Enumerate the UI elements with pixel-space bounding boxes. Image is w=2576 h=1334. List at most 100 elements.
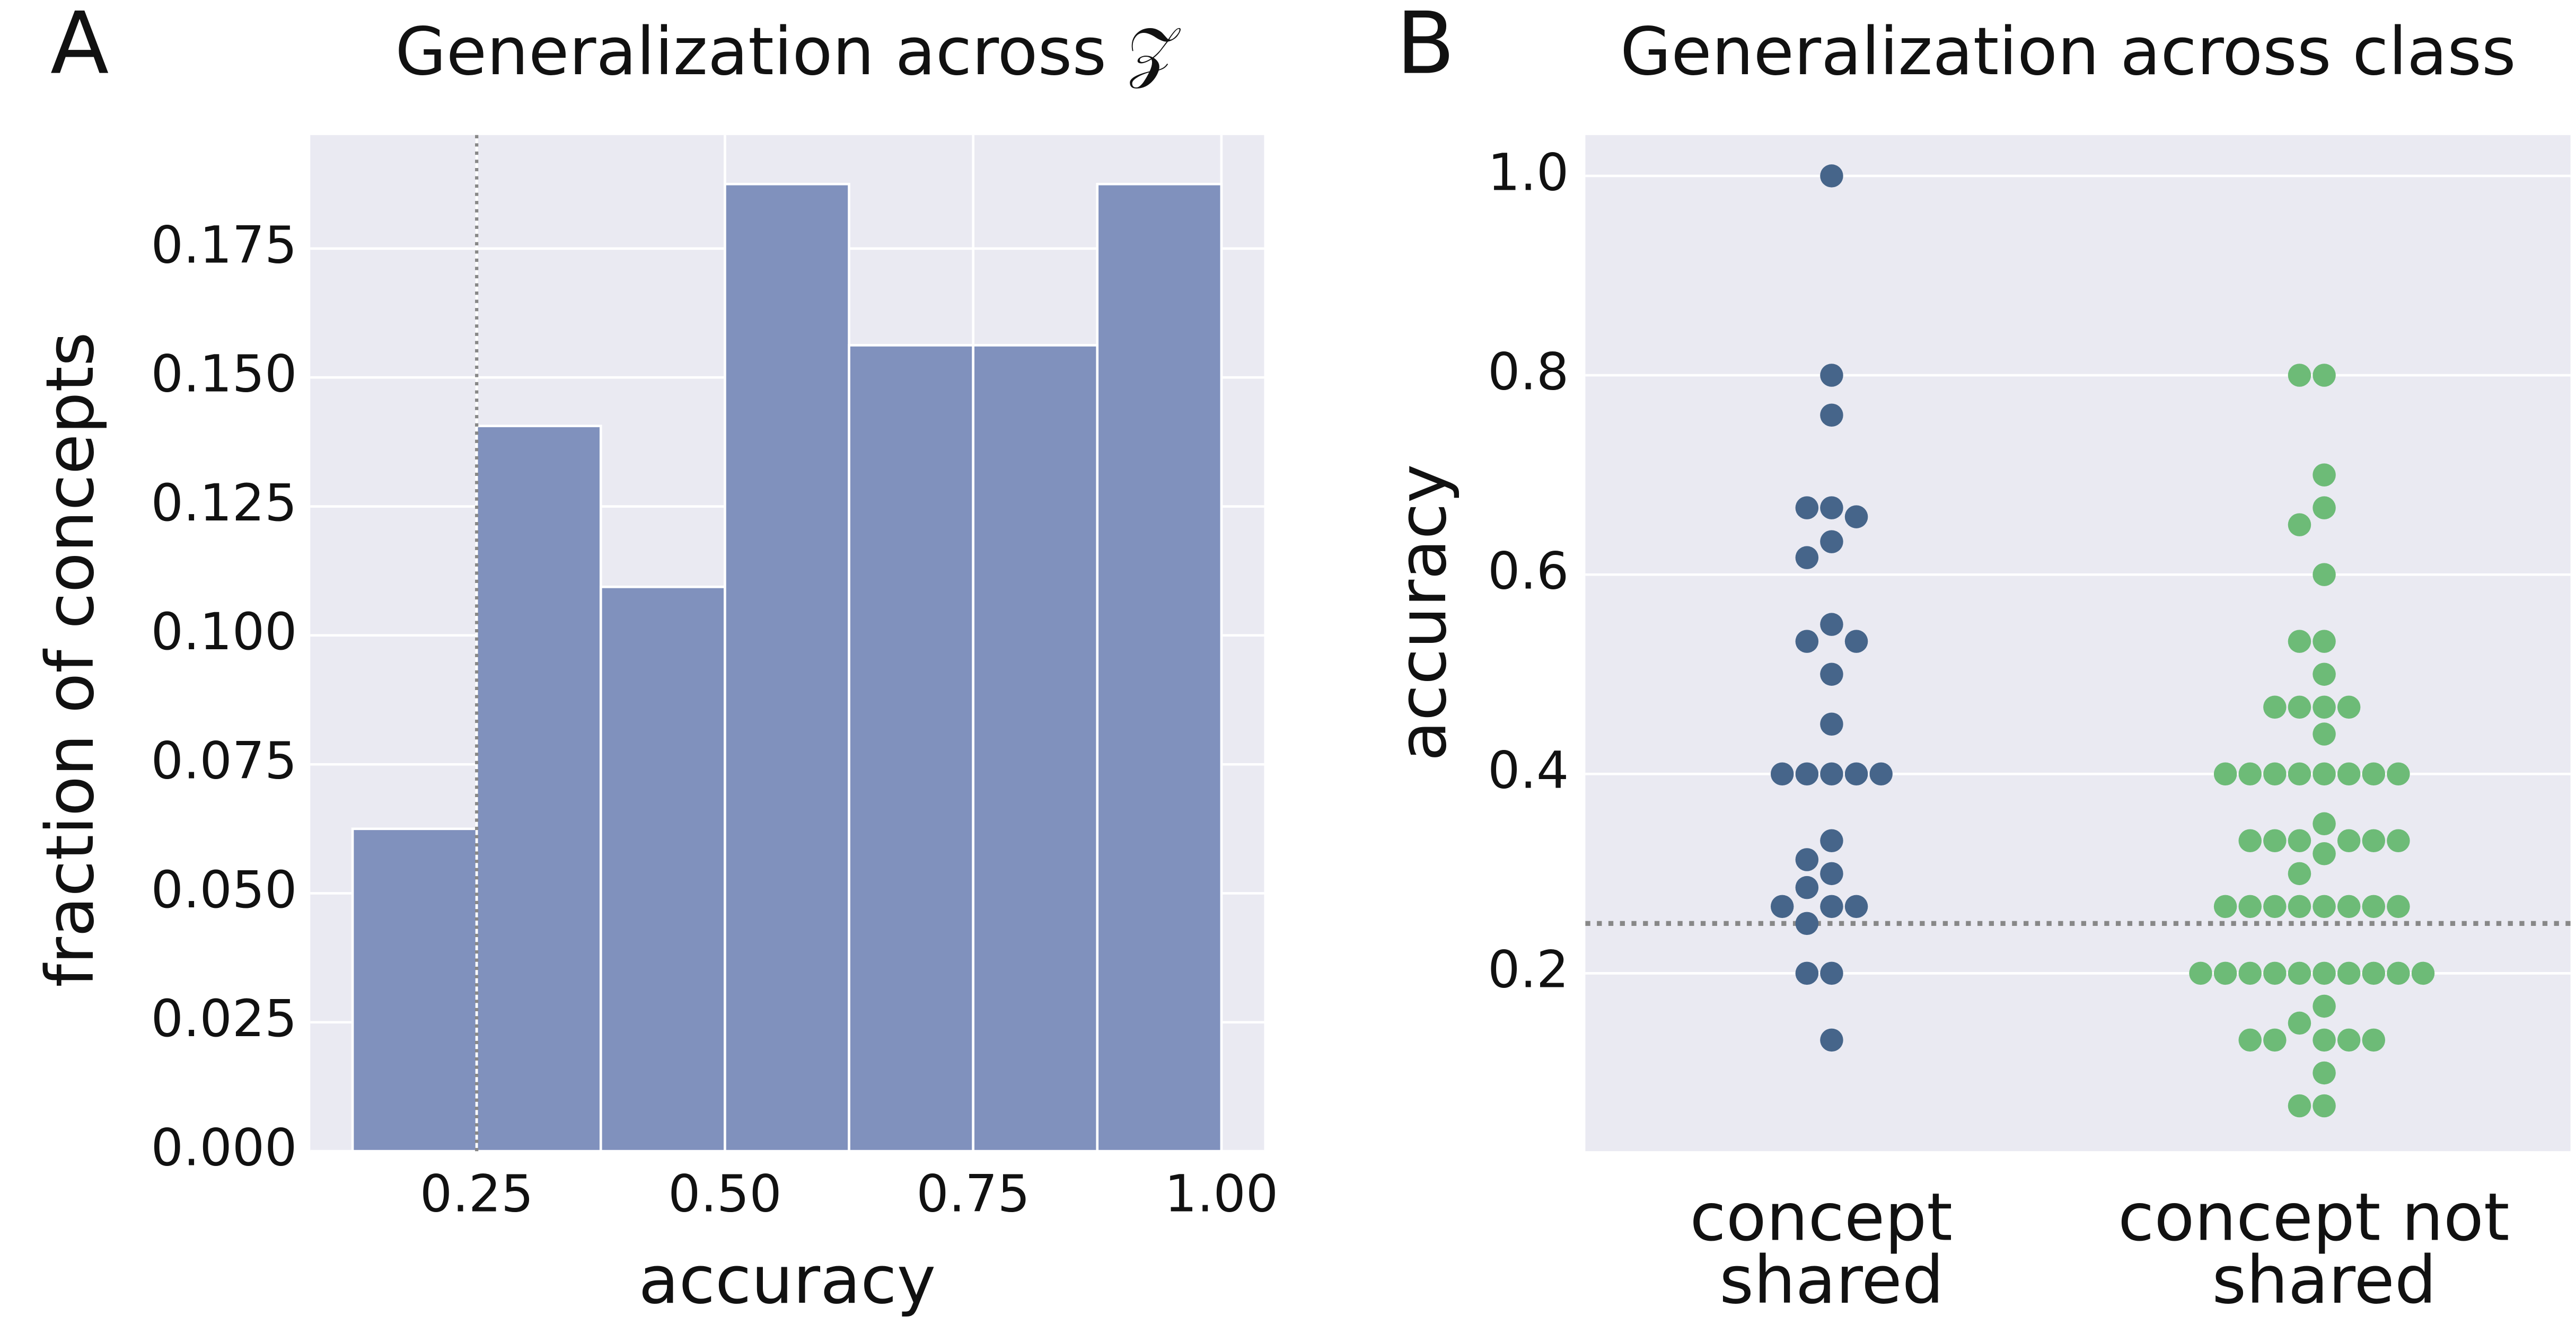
point [1820,403,1843,427]
point [2213,762,2237,786]
point [2263,961,2287,985]
bar [972,344,1099,1153]
y-tick-label: 0.000 [151,1118,297,1177]
point [1820,496,1843,519]
point [2362,1028,2386,1052]
y-tick-label: 0.175 [151,215,297,275]
point [2387,829,2410,853]
point [1844,505,1868,528]
point [2213,961,2237,985]
y-axis-label: fraction of concepts [32,332,109,987]
point [2238,762,2262,786]
panel-label: B [1396,0,1455,94]
y-tick-label: 0.050 [151,860,297,920]
point [1795,630,1819,653]
chart-title: Generalization across class [1620,14,2516,90]
point [2411,961,2435,985]
point [2313,364,2336,387]
point [2313,722,2336,746]
y-tick-label: 0.075 [151,731,297,791]
point [2387,762,2410,786]
y-tick-label: 1.0 [1488,143,1569,202]
point [2313,463,2336,487]
y-tick-label: 0.6 [1488,542,1569,601]
point [1844,762,1868,786]
x-tick-label: 0.75 [916,1164,1030,1223]
point [1820,364,1843,387]
point [1869,762,1893,786]
point [2288,364,2311,387]
point [1820,895,1843,918]
y-tick-label: 0.2 [1488,940,1569,1000]
point [2313,1028,2336,1052]
point [1795,762,1819,786]
point [2313,1094,2336,1118]
bar [848,344,974,1153]
point [1795,876,1819,899]
bar [724,182,850,1153]
point [2313,842,2336,865]
point [2337,895,2361,918]
point [2313,630,2336,653]
bar [1096,182,1223,1153]
panel-label: A [50,0,109,94]
point [2313,762,2336,786]
point [1795,848,1819,871]
point [1820,712,1843,736]
x-tick-label: 1.00 [1165,1164,1278,1223]
point [2288,829,2311,853]
point [2313,662,2336,686]
x-axis-label: accuracy [638,1242,936,1319]
point [2337,695,2361,719]
point [2362,762,2386,786]
point [2337,829,2361,853]
y-tick-label: 0.100 [151,602,297,661]
point [2313,1061,2336,1085]
point [2288,1011,2311,1035]
plot-background [1585,135,2571,1152]
point [2288,862,2311,886]
point [2288,762,2311,786]
point [2288,895,2311,918]
point [2313,895,2336,918]
point [1820,961,1843,985]
point [2337,762,2361,786]
point [1844,630,1868,653]
point [1795,961,1819,985]
point [2313,961,2336,985]
x-tick-label: concept not shared [2118,1180,2530,1319]
point [1820,530,1843,553]
point [1795,912,1819,935]
point [2387,895,2410,918]
point [2263,895,2287,918]
point [2288,630,2311,653]
y-axis-label: accuracy [1385,464,1461,762]
point [1820,164,1843,188]
bar [351,827,478,1153]
point [1770,895,1794,918]
point [2263,695,2287,719]
x-tick-label: 0.25 [420,1164,533,1223]
point [2362,829,2386,853]
y-tick-label: 0.125 [151,473,297,533]
point [2263,1028,2287,1052]
point [2288,695,2311,719]
x-tick-label: 0.50 [668,1164,781,1223]
y-tick-label: 0.025 [151,989,297,1048]
point [1844,895,1868,918]
point [1820,762,1843,786]
point [2238,895,2262,918]
point [1820,662,1843,686]
y-tick-label: 0.150 [151,344,297,404]
point [2263,762,2287,786]
point [2288,961,2311,985]
point [2362,961,2386,985]
point [2313,994,2336,1018]
point [2387,961,2410,985]
point [2238,1028,2262,1052]
point [2313,695,2336,719]
point [2362,895,2386,918]
x-tick-label: concept shared [1690,1180,1973,1319]
point [1820,862,1843,886]
